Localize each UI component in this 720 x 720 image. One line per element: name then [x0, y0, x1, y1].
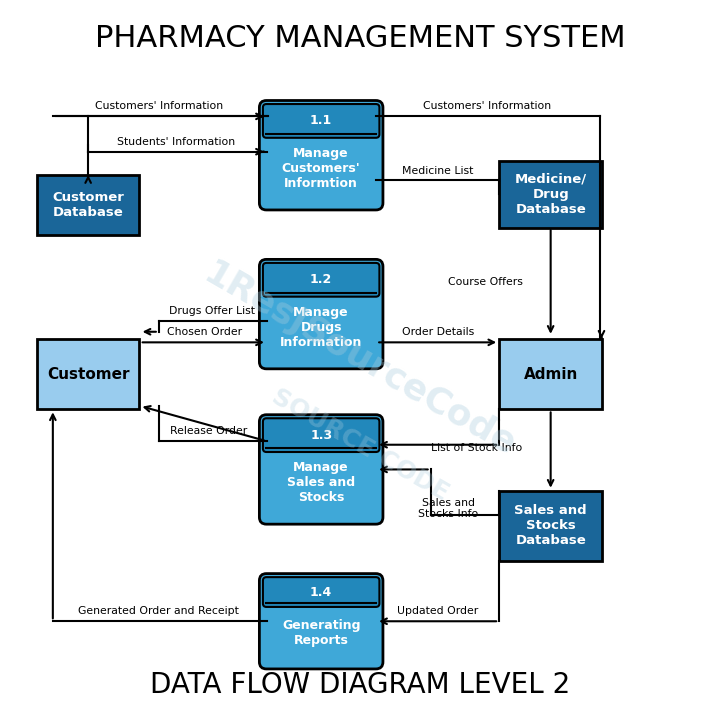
Text: 1.3: 1.3 [310, 428, 332, 441]
Text: Customers' Information: Customers' Information [95, 102, 222, 112]
Text: 1.1: 1.1 [310, 114, 333, 127]
Text: Drugs Offer List: Drugs Offer List [168, 306, 255, 316]
Text: Generating
Reports: Generating Reports [282, 618, 361, 647]
FancyBboxPatch shape [259, 259, 383, 369]
Text: Admin: Admin [523, 366, 578, 382]
FancyBboxPatch shape [259, 415, 383, 524]
Text: Course Offers: Course Offers [448, 277, 523, 287]
FancyBboxPatch shape [263, 418, 379, 452]
FancyBboxPatch shape [263, 104, 379, 138]
Text: List of Stock Info: List of Stock Info [431, 444, 523, 454]
Text: Release Order: Release Order [170, 426, 247, 436]
Bar [500, 490, 602, 562]
Text: Chosen Order: Chosen Order [167, 328, 242, 338]
Text: Customer
Database: Customer Database [53, 191, 124, 219]
Text: PHARMACY MANAGEMENT SYSTEM: PHARMACY MANAGEMENT SYSTEM [95, 24, 625, 53]
FancyBboxPatch shape [259, 101, 383, 210]
FancyBboxPatch shape [263, 263, 379, 297]
Text: Medicine/
Drug
Database: Medicine/ Drug Database [515, 173, 587, 215]
Text: SOURCE CODE: SOURCE CODE [267, 384, 453, 505]
FancyBboxPatch shape [263, 577, 379, 607]
Bar [500, 161, 602, 228]
Text: 1.4: 1.4 [310, 585, 333, 598]
Text: Manage
Drugs
Information: Manage Drugs Information [280, 306, 362, 349]
Text: Manage
Sales and
Stocks: Manage Sales and Stocks [287, 462, 355, 504]
Text: Order Details: Order Details [402, 328, 474, 338]
Bar [500, 339, 602, 410]
Text: Sales and
Stocks
Database: Sales and Stocks Database [514, 505, 587, 547]
Text: Customer: Customer [47, 366, 130, 382]
FancyBboxPatch shape [259, 574, 383, 669]
Text: Sales and
Stocks Info: Sales and Stocks Info [418, 498, 478, 519]
Text: Generated Order and Receipt: Generated Order and Receipt [78, 606, 239, 616]
Text: Updated Order: Updated Order [397, 606, 478, 616]
Text: 1.2: 1.2 [310, 274, 333, 287]
Text: DATA FLOW DIAGRAM LEVEL 2: DATA FLOW DIAGRAM LEVEL 2 [150, 671, 570, 699]
Text: Customers' Information: Customers' Information [423, 102, 552, 112]
Bar [37, 175, 140, 235]
Text: 1ResJSourceCode: 1ResJSourceCode [198, 257, 522, 463]
Text: Manage
Customers'
Informtion: Manage Customers' Informtion [282, 147, 361, 190]
Text: Students' Information: Students' Information [117, 137, 235, 147]
Bar [37, 339, 140, 410]
Text: Medicine List: Medicine List [402, 166, 473, 176]
